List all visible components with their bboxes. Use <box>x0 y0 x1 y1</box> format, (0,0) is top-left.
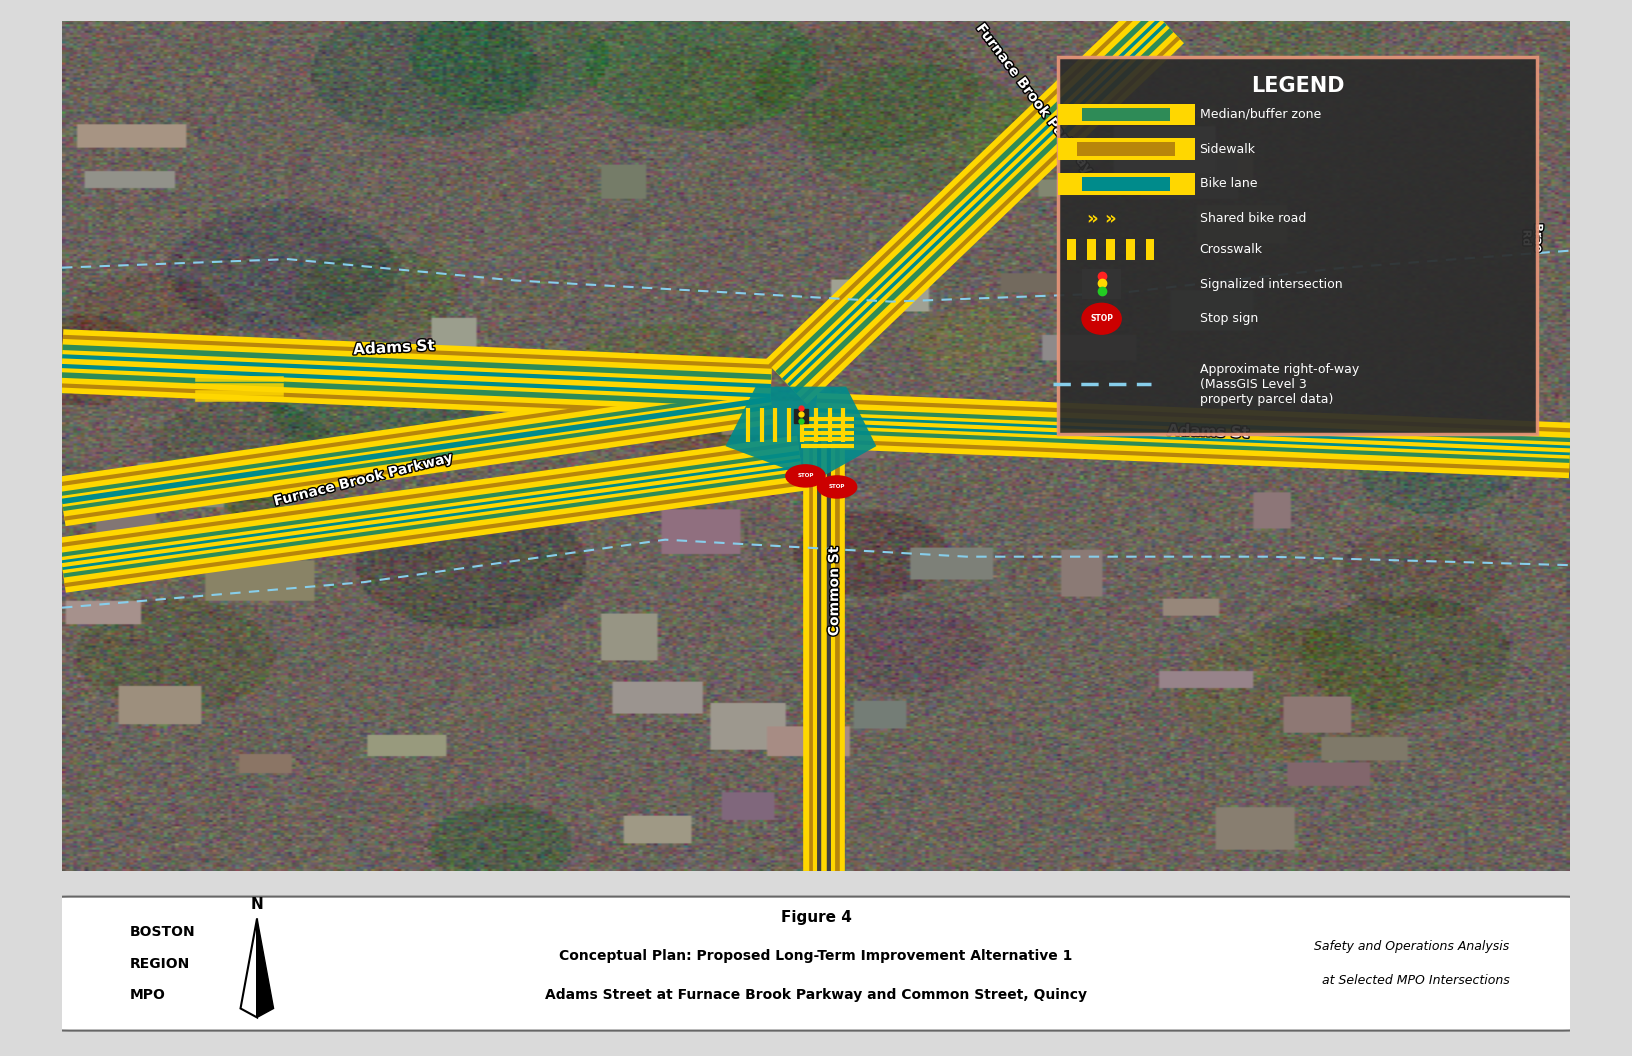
Text: Adams Street at Furnace Brook Parkway and Common Street, Quincy: Adams Street at Furnace Brook Parkway an… <box>545 988 1087 1002</box>
Text: Median/buffer zone: Median/buffer zone <box>1200 108 1320 121</box>
Circle shape <box>787 465 826 487</box>
Text: STOP: STOP <box>798 473 814 478</box>
Circle shape <box>1082 303 1121 334</box>
Bar <box>1077 143 1175 156</box>
Text: STOP: STOP <box>1090 315 1113 323</box>
Text: Brae
Rd: Brae Rd <box>1521 224 1544 252</box>
Bar <box>1058 138 1195 159</box>
Text: Sidewalk: Sidewalk <box>1200 143 1255 155</box>
FancyBboxPatch shape <box>54 897 1578 1031</box>
Circle shape <box>818 476 857 498</box>
Text: REGION: REGION <box>131 957 189 970</box>
Text: Shared bike road: Shared bike road <box>1200 212 1306 225</box>
Text: Approximate right-of-way
(MassGIS Level 3
property parcel data): Approximate right-of-way (MassGIS Level … <box>1200 363 1359 406</box>
Polygon shape <box>726 386 876 480</box>
Text: LEGEND: LEGEND <box>1250 76 1345 96</box>
Text: Bike lane: Bike lane <box>1200 177 1257 190</box>
Text: Conceptual Plan: Proposed Long-Term Improvement Alternative 1: Conceptual Plan: Proposed Long-Term Impr… <box>560 949 1072 963</box>
Text: Furnace Brook Parkway: Furnace Brook Parkway <box>273 451 455 509</box>
Polygon shape <box>240 919 258 1017</box>
Text: Furnace Brook Parkway: Furnace Brook Parkway <box>974 21 1095 177</box>
Polygon shape <box>258 919 274 1017</box>
Bar <box>1058 173 1195 194</box>
Text: Common St: Common St <box>827 547 840 636</box>
Bar <box>1058 103 1195 126</box>
Text: N: N <box>251 897 263 911</box>
Text: Adams St: Adams St <box>353 338 434 357</box>
Bar <box>1106 239 1115 260</box>
Text: Stop sign: Stop sign <box>1200 313 1258 325</box>
Text: Safety and Operations Analysis: Safety and Operations Analysis <box>1314 940 1510 953</box>
Text: Figure 4: Figure 4 <box>780 910 852 925</box>
Text: at Selected MPO Intersections: at Selected MPO Intersections <box>1322 975 1510 987</box>
Text: » »: » » <box>1087 209 1116 227</box>
Bar <box>1067 239 1075 260</box>
Bar <box>1146 239 1154 260</box>
Text: STOP: STOP <box>829 485 845 490</box>
Bar <box>1082 177 1170 191</box>
Text: MPO: MPO <box>131 988 166 1002</box>
FancyBboxPatch shape <box>1058 57 1537 434</box>
Bar <box>1082 108 1170 121</box>
Text: Adams St: Adams St <box>1167 422 1248 440</box>
Text: Crosswalk: Crosswalk <box>1200 243 1263 256</box>
Bar <box>1126 239 1134 260</box>
Text: Signalized intersection: Signalized intersection <box>1200 278 1342 290</box>
Text: BOSTON: BOSTON <box>131 925 196 939</box>
Bar <box>1082 269 1121 299</box>
Bar <box>1087 239 1095 260</box>
